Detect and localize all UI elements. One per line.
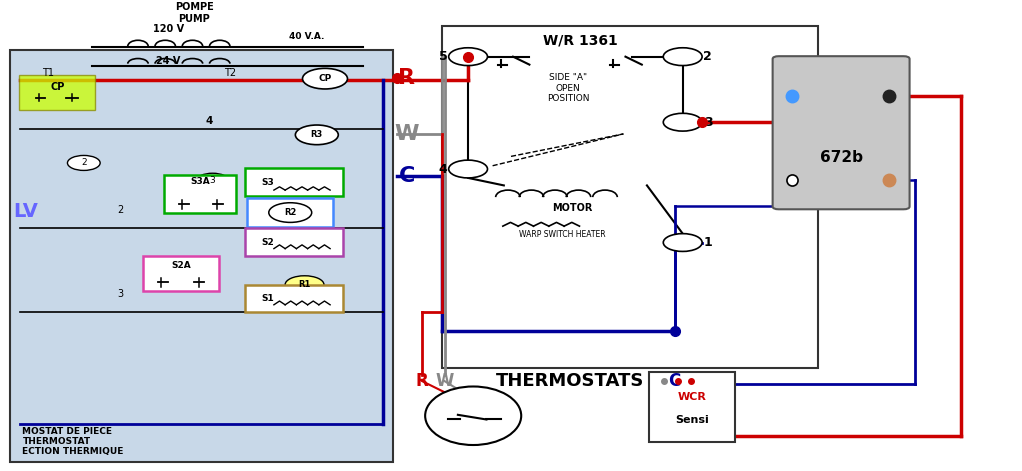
Text: CP: CP [319, 74, 331, 83]
Text: 2: 2 [81, 158, 87, 167]
FancyBboxPatch shape [143, 256, 219, 291]
Text: LV: LV [13, 202, 38, 220]
Text: 24 V: 24 V [156, 57, 181, 66]
Text: R2: R2 [284, 208, 296, 217]
Text: 3: 3 [118, 289, 124, 299]
FancyBboxPatch shape [442, 26, 818, 368]
Circle shape [285, 276, 324, 293]
Text: R1: R1 [298, 280, 311, 289]
Text: C: C [399, 166, 415, 186]
Text: R: R [399, 68, 415, 88]
FancyBboxPatch shape [245, 284, 343, 312]
Text: W: W [394, 124, 419, 144]
Text: 4: 4 [438, 162, 447, 176]
Text: THERMOSTAT: THERMOSTAT [22, 437, 91, 446]
Text: 3: 3 [210, 176, 216, 185]
Text: POMPE
PUMP: POMPE PUMP [175, 2, 214, 24]
Text: 1: 1 [704, 236, 712, 249]
Text: 672b: 672b [820, 150, 863, 165]
FancyBboxPatch shape [10, 49, 393, 462]
Circle shape [67, 155, 100, 171]
Text: W/R 1361: W/R 1361 [543, 33, 618, 47]
FancyBboxPatch shape [245, 168, 343, 196]
Text: THERMOSTATS: THERMOSTATS [496, 372, 645, 390]
Circle shape [269, 203, 312, 222]
Text: Sensi: Sensi [675, 415, 709, 425]
Ellipse shape [425, 387, 521, 445]
FancyBboxPatch shape [245, 228, 343, 256]
FancyBboxPatch shape [164, 175, 236, 212]
Circle shape [295, 125, 338, 145]
Text: MOSTAT DE PIECE: MOSTAT DE PIECE [22, 427, 112, 436]
Text: S1: S1 [262, 294, 274, 303]
Text: W: W [435, 372, 454, 390]
Circle shape [196, 173, 229, 188]
Circle shape [663, 234, 702, 252]
Text: MOTOR: MOTOR [552, 203, 593, 213]
FancyBboxPatch shape [773, 56, 910, 209]
Text: 2: 2 [118, 205, 124, 215]
Circle shape [449, 160, 487, 178]
Text: S3A: S3A [190, 177, 211, 186]
Text: WARP SWITCH HEATER: WARP SWITCH HEATER [519, 230, 605, 239]
Text: 3: 3 [704, 116, 712, 129]
Circle shape [663, 48, 702, 65]
Circle shape [663, 114, 702, 131]
Text: 2: 2 [703, 50, 711, 63]
Text: S2: S2 [262, 237, 274, 246]
FancyBboxPatch shape [649, 372, 735, 442]
Text: S2A: S2A [171, 260, 191, 269]
Text: 5: 5 [439, 50, 448, 63]
Text: 40 V.A.: 40 V.A. [289, 32, 324, 41]
Text: C: C [668, 372, 681, 390]
Text: WCR: WCR [678, 392, 706, 402]
Text: SIDE "A"
OPEN
POSITION: SIDE "A" OPEN POSITION [547, 73, 590, 103]
FancyBboxPatch shape [19, 75, 95, 110]
Text: S3: S3 [262, 178, 274, 187]
Text: T1: T1 [42, 68, 54, 78]
Text: 4: 4 [205, 116, 214, 126]
Text: T2: T2 [224, 68, 236, 78]
Text: R3: R3 [311, 130, 323, 139]
Text: CP: CP [50, 82, 64, 92]
Text: R: R [416, 372, 428, 390]
Text: 120 V: 120 V [153, 24, 184, 33]
FancyBboxPatch shape [247, 198, 333, 227]
Circle shape [449, 48, 487, 65]
Text: ECTION THERMIQUE: ECTION THERMIQUE [22, 447, 124, 456]
Circle shape [303, 68, 347, 89]
